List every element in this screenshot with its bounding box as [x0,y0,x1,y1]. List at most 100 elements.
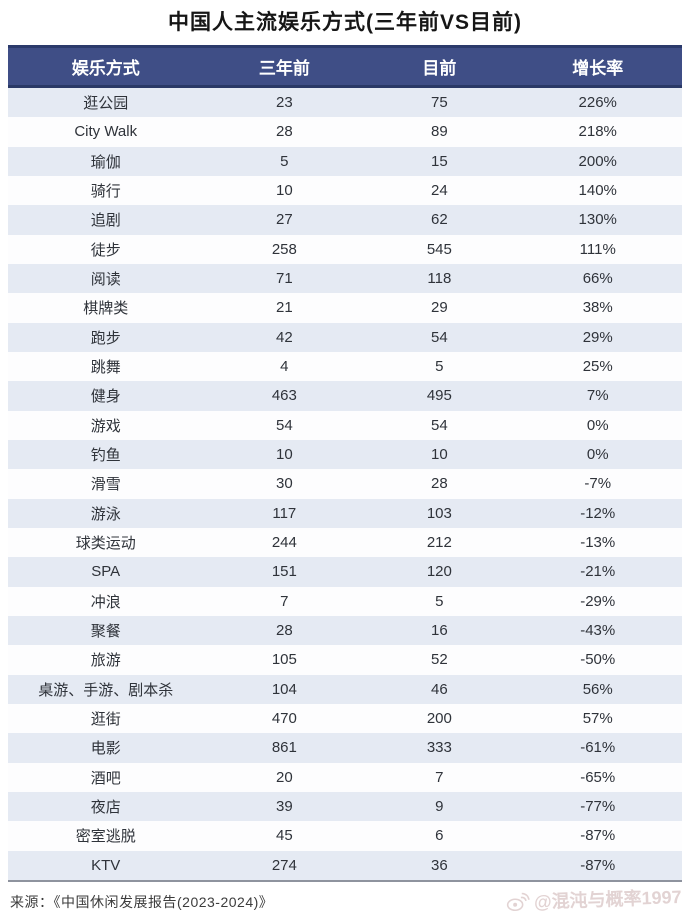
cell-currently: 9 [435,798,444,816]
cell-three-years-ago: 7 [280,592,289,610]
cell-currently: 6 [435,827,444,845]
table-row: 夜店 39 9 -77% [8,791,682,822]
cell-three-years-ago: 10 [275,182,293,200]
cell-growth-rate: -65% [580,768,616,786]
table-row: 球类运动 244 212 -13% [8,527,682,558]
watermark: @混沌与概率1997 [506,883,682,915]
table-row: 棋牌类 21 29 38% [8,293,682,323]
cell-growth-rate: -13% [580,534,616,552]
cell-growth-rate: -61% [580,739,616,757]
table-row: 跳舞 4 5 25% [8,351,682,382]
cell-currently: 29 [430,299,448,317]
cell-entertainment-type: KTV [91,856,121,874]
cell-three-years-ago: 21 [275,299,293,317]
table-row: 追剧 27 62 130% [8,205,682,235]
table-row: 逛街 470 200 57% [8,703,682,734]
cell-three-years-ago: 244 [271,534,297,552]
cell-growth-rate: 29% [582,328,613,346]
cell-currently: 5 [435,358,444,376]
cell-currently: 118 [427,270,452,288]
cell-three-years-ago: 5 [280,152,289,170]
cell-three-years-ago: 23 [275,94,293,112]
cell-currently: 89 [430,123,448,141]
source-note: 来源：《中国休闲发展报告(2023-2024)》 [10,894,274,910]
cell-currently: 46 [430,680,448,698]
table-row: 游戏 54 54 0% [8,410,682,440]
page-title: 中国人主流娱乐方式(三年前VS目前) [168,11,522,34]
cell-entertainment-type: 电影 [90,740,121,758]
cell-three-years-ago: 20 [275,768,293,786]
cell-three-years-ago: 104 [271,680,297,698]
cell-three-years-ago: 151 [271,563,297,581]
cell-entertainment-type: 密室逃脱 [75,828,136,846]
cell-currently: 212 [426,534,452,552]
cell-three-years-ago: 463 [271,387,297,405]
cell-currently: 200 [426,710,452,728]
cell-three-years-ago: 861 [271,739,297,757]
table-row: 密室逃脱 45 6 -87% [8,821,682,851]
cell-three-years-ago: 258 [271,240,297,258]
cell-entertainment-type: 钓鱼 [90,447,121,465]
table-row: 桌游、手游、剧本杀 104 46 56% [8,674,682,704]
table-row: 跑步 42 54 29% [8,322,682,352]
cell-entertainment-type: 阅读 [90,271,121,289]
cell-currently: 7 [435,768,444,786]
cell-three-years-ago: 45 [275,827,293,845]
table-row: 健身 463 495 7% [8,381,682,411]
table-row: 电影 861 333 -61% [8,733,682,763]
cell-currently: 52 [430,651,448,669]
cell-growth-rate: 130% [578,211,617,229]
cell-growth-rate: -77% [580,798,616,816]
cell-entertainment-type: 夜店 [90,799,121,817]
cell-entertainment-type: 跑步 [90,329,121,347]
cell-currently: 62 [430,211,448,229]
cell-entertainment-type: SPA [91,563,121,581]
header-growth-rate: 增长率 [572,59,624,78]
cell-growth-rate: 38% [582,299,613,317]
cell-growth-rate: 140% [578,182,617,200]
table-row: 游泳 117 103 -12% [8,498,682,528]
table-row: 滑雪 30 28 -7% [8,469,682,499]
table-row: 骑行 10 24 140% [8,175,682,206]
cell-three-years-ago: 42 [275,328,293,346]
cell-entertainment-type: 棋牌类 [83,300,129,318]
entertainment-table: 娱乐方式 三年前 目前 增长率 逛公园 23 75 226% City Walk 28 89… [8,45,682,880]
table-row: KTV 274 36 -87% [8,850,682,880]
cell-entertainment-type: 滑雪 [90,476,121,494]
cell-currently: 24 [430,182,448,200]
cell-currently: 10 [430,446,448,464]
cell-entertainment-type: 球类运动 [75,535,136,553]
watermark-handle: @混沌与概率1997 [534,886,683,913]
table-row: 阅读 71 118 66% [8,263,682,294]
cell-currently: 36 [430,856,448,874]
cell-three-years-ago: 54 [275,416,293,434]
cell-currently: 54 [430,416,448,434]
cell-three-years-ago: 4 [280,358,289,376]
table-row: 钓鱼 10 10 0% [8,439,682,470]
cell-three-years-ago: 470 [271,710,297,728]
cell-three-years-ago: 28 [275,622,293,640]
cell-currently: 16 [430,622,448,640]
weibo-icon [506,891,531,912]
cell-growth-rate: 0% [586,416,609,434]
table-row: 聚餐 28 16 -43% [8,615,682,646]
cell-three-years-ago: 28 [275,123,293,141]
cell-growth-rate: 218% [578,123,617,141]
cell-entertainment-type: 聚餐 [90,623,121,641]
cell-currently: 75 [430,94,448,112]
header-currently: 目前 [422,59,457,78]
cell-three-years-ago: 27 [275,211,293,229]
cell-growth-rate: 56% [582,680,613,698]
table-row: 瑜伽 5 15 200% [8,146,682,176]
cell-entertainment-type: 游戏 [90,417,121,435]
cell-entertainment-type: 逛街 [90,711,121,729]
cell-entertainment-type: 游泳 [90,505,121,523]
cell-entertainment-type: City Walk [74,123,138,141]
cell-currently: 15 [430,152,448,170]
cell-growth-rate: 200% [578,152,617,170]
cell-growth-rate: -87% [580,856,616,874]
cell-entertainment-type: 逛公园 [83,95,129,113]
table-row: 逛公园 23 75 226% [8,88,682,118]
cell-growth-rate: -12% [580,504,616,522]
